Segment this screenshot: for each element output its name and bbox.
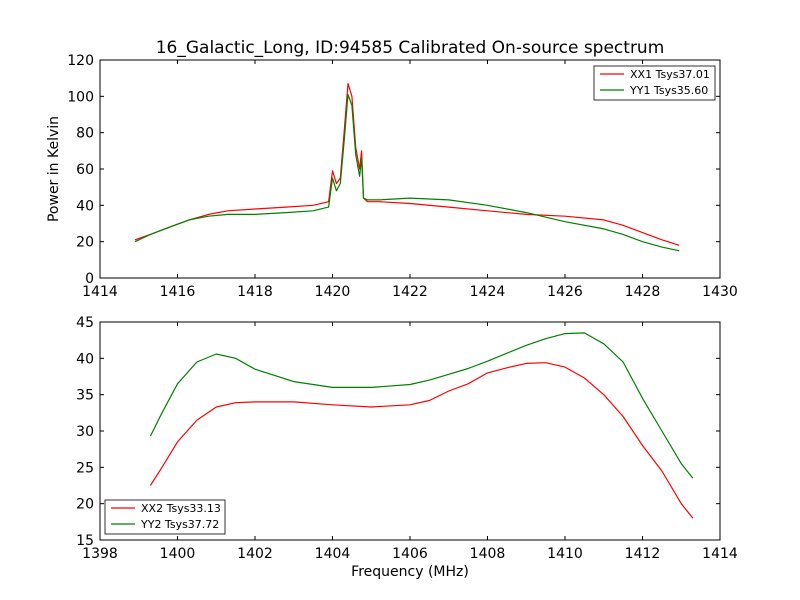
x-tick-label: 1422 (392, 284, 428, 300)
series-line-xx2 (149, 362, 694, 519)
x-tick-label: 1412 (625, 546, 661, 562)
y-axis-label: Power in Kelvin (46, 116, 62, 222)
series-line-yy1 (134, 93, 680, 252)
top-axes: 1414 1416 1418 1420 1422 1424 1426 1428 1430 0 20 4… (67, 53, 738, 300)
bottom-axes: 1398 1400 1402 1404 1406 1408 1410 1412 1414 15 20… (76, 315, 738, 562)
x-tick-label: 1418 (237, 284, 273, 300)
top-legend-box (593, 65, 716, 101)
bottom-legend-box (104, 499, 226, 535)
bottom-legend-label-yy2: YY2 Tsys37.72 (140, 518, 219, 531)
y-tick-label: 80 (76, 126, 94, 142)
x-tick-label: 1430 (702, 284, 738, 300)
bottom-legend: XX2 Tsys33.13 YY2 Tsys37.72 (104, 499, 226, 535)
x-tick-label: 1406 (392, 546, 428, 562)
y-tick-label: 25 (76, 460, 94, 476)
y-tick-label: 15 (76, 533, 94, 549)
x-axis-label: Frequency (MHz) (351, 564, 469, 580)
y-tick-label: 120 (67, 53, 94, 69)
x-tick-label: 1420 (315, 284, 351, 300)
bottom-series-group (149, 332, 694, 519)
chart-title: 16_Galactic_Long, ID:94585 Calibrated On… (156, 38, 665, 58)
y-tick-label: 20 (76, 235, 94, 251)
series-line-yy2 (149, 332, 694, 479)
x-tick-label: 1414 (702, 546, 738, 562)
series-line-xx1 (134, 82, 680, 246)
bottom-plot-frame (99, 321, 721, 541)
x-tick-label: 1402 (237, 546, 273, 562)
top-plot-frame (99, 59, 721, 279)
y-tick-label: 60 (76, 162, 94, 178)
y-tick-label: 45 (76, 315, 94, 331)
x-tick-label: 1416 (160, 284, 196, 300)
x-tick-label: 1426 (547, 284, 583, 300)
y-tick-label: 0 (85, 271, 94, 287)
x-tick-label: 1414 (82, 284, 118, 300)
top-legend: XX1 Tsys37.01 YY1 Tsys35.60 (593, 65, 716, 101)
bottom-chart: Frequency (MHz) 1398 1400 1402 1404 1406 1408… (76, 315, 738, 580)
x-tick-label: 1410 (547, 546, 583, 562)
x-tick-label: 1398 (82, 546, 118, 562)
top-legend-label-yy1: YY1 Tsys35.60 (629, 84, 708, 97)
y-tick-label: 20 (76, 497, 94, 513)
y-tick-label: 30 (76, 424, 94, 440)
y-tick-label: 35 (76, 388, 94, 404)
y-tick-label: 40 (76, 198, 94, 214)
x-tick-label: 1408 (470, 546, 506, 562)
bottom-legend-label-xx2: XX2 Tsys33.13 (141, 502, 221, 515)
y-tick-label: 100 (67, 89, 94, 105)
x-tick-label: 1400 (160, 546, 196, 562)
x-tick-label: 1404 (315, 546, 351, 562)
top-chart: 16_Galactic_Long, ID:94585 Calibrated On… (46, 38, 738, 300)
x-tick-label: 1424 (470, 284, 506, 300)
top-series-group (134, 82, 680, 252)
top-legend-label-xx1: XX1 Tsys37.01 (630, 68, 710, 81)
y-tick-label: 40 (76, 351, 94, 367)
x-tick-label: 1428 (625, 284, 661, 300)
